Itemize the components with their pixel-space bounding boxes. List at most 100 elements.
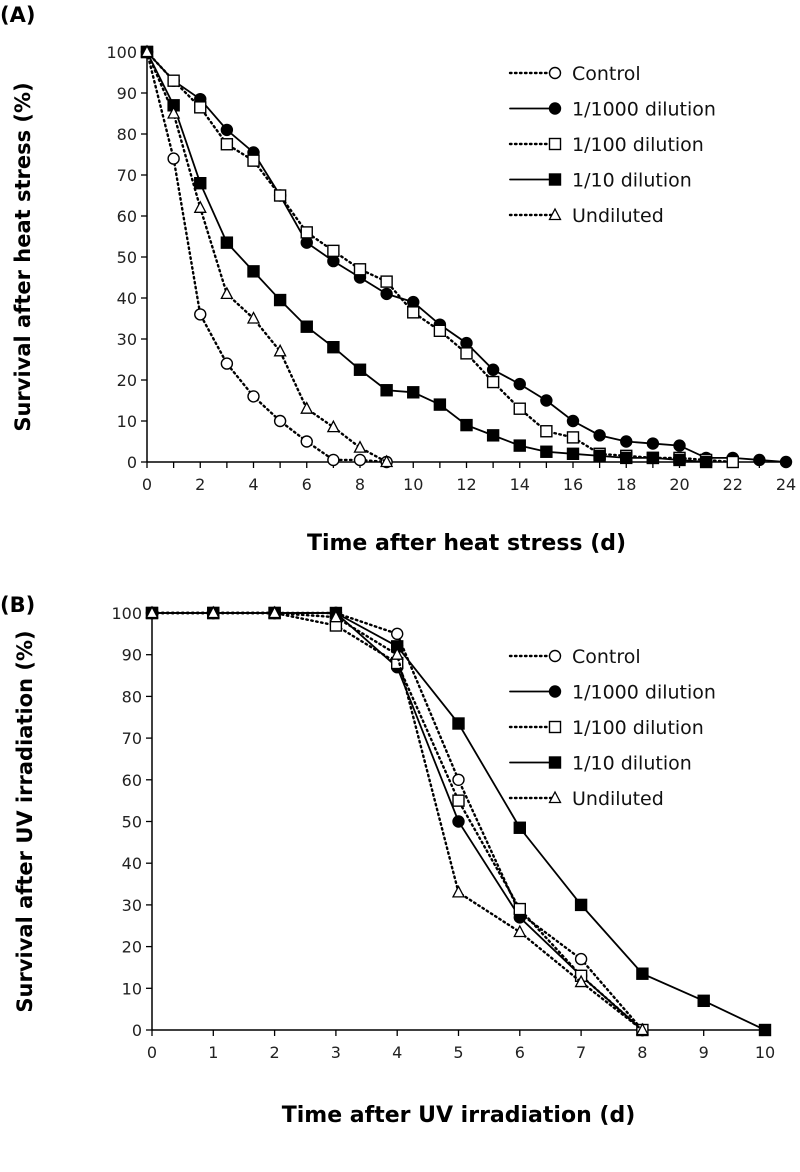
x-tick-label: 14 — [510, 475, 530, 494]
marker-circle-open — [220, 357, 234, 370]
y-tick-label: 100 — [111, 604, 142, 623]
legend-label: 1/1000 dilution — [572, 682, 716, 704]
marker-square-filled — [433, 398, 447, 411]
marker-circle-filled — [548, 685, 562, 698]
y-tick-label: 30 — [122, 896, 142, 915]
marker-square-filled — [593, 449, 606, 463]
y-tick-label: 100 — [106, 43, 137, 62]
marker-circle-open — [247, 390, 260, 403]
marker-square-open — [300, 226, 313, 239]
marker-circle-filled — [779, 455, 793, 469]
marker-square-filled — [273, 293, 287, 307]
marker-square-filled — [673, 453, 686, 467]
y-tick-label: 40 — [117, 289, 137, 308]
panel-label: (A) — [0, 3, 35, 27]
marker-square-open — [167, 74, 180, 87]
marker-square-open — [548, 137, 562, 151]
y-tick-label: 50 — [117, 248, 137, 267]
x-tick-label: 8 — [637, 1043, 647, 1062]
marker-square-filled — [247, 265, 260, 278]
series-line — [150, 611, 644, 1032]
legend-label: 1/10 dilution — [572, 170, 692, 192]
marker-triangle-open — [273, 343, 287, 357]
marker-triangle-open — [326, 419, 340, 433]
series-line — [145, 50, 388, 464]
marker-square-filled — [636, 967, 649, 980]
marker-square-filled — [327, 341, 340, 354]
legend-label: Undiluted — [572, 205, 664, 227]
marker-triangle-open — [451, 884, 466, 898]
series-4 — [140, 44, 394, 468]
marker-circle-filled — [548, 102, 562, 115]
series-line — [150, 611, 644, 1032]
x-tick-label: 7 — [576, 1043, 586, 1062]
marker-circle-filled — [673, 439, 686, 452]
marker-square-filled — [486, 429, 500, 442]
marker-square-filled — [646, 451, 660, 465]
marker-circle-filled — [407, 295, 420, 309]
marker-square-filled — [194, 176, 207, 190]
marker-circle-open — [548, 649, 562, 663]
x-tick-label: 8 — [355, 475, 365, 494]
legend-item: 1/100 dilution — [508, 717, 704, 739]
marker-triangle-open — [246, 311, 261, 324]
x-tick-label: 0 — [147, 1043, 157, 1062]
y-tick-label: 20 — [122, 938, 142, 957]
marker-triangle-open — [513, 924, 527, 938]
y-tick-label: 20 — [117, 371, 137, 390]
x-tick-label: 16 — [563, 475, 583, 494]
marker-square-filled — [697, 994, 710, 1008]
marker-triangle-open — [206, 605, 220, 619]
series-line — [146, 51, 708, 463]
marker-circle-filled — [540, 394, 553, 407]
legend-item: 1/100 dilution — [508, 134, 704, 156]
marker-triangle-open — [353, 440, 367, 453]
legend-item: 1/1000 dilution — [509, 682, 716, 704]
x-tick-label: 24 — [776, 475, 796, 494]
x-tick-label: 0 — [142, 475, 152, 494]
y-tick-label: 80 — [122, 687, 142, 706]
x-axis-label: Time after UV irradiation (d) — [282, 1103, 636, 1128]
marker-square-filled — [452, 717, 465, 730]
marker-square-filled — [513, 439, 526, 452]
marker-triangle-open — [193, 200, 207, 213]
x-tick-label: 22 — [723, 475, 743, 494]
series-4 — [145, 605, 649, 1036]
marker-circle-filled — [753, 453, 766, 467]
legend-label: Control — [572, 63, 641, 85]
marker-circle-open — [452, 773, 465, 786]
series-1 — [145, 606, 649, 1037]
marker-circle-open — [574, 952, 588, 966]
marker-circle-filled — [486, 363, 500, 376]
marker-square-filled — [460, 418, 473, 432]
series-line — [151, 612, 644, 1031]
marker-triangle-open — [300, 401, 314, 414]
y-tick-label: 70 — [117, 166, 137, 185]
marker-triangle-open — [390, 647, 404, 660]
marker-circle-open — [300, 435, 313, 448]
x-axis-label: Time after heat stress (d) — [307, 531, 626, 556]
y-tick-label: 80 — [117, 125, 137, 144]
marker-circle-filled — [380, 287, 393, 301]
marker-square-open — [220, 138, 234, 151]
marker-circle-filled — [620, 435, 633, 448]
marker-square-open — [452, 794, 465, 807]
marker-triangle-open — [268, 605, 282, 619]
marker-circle-open — [327, 453, 340, 467]
legend-label: Undiluted — [572, 788, 664, 810]
series-line — [145, 50, 388, 464]
x-tick-label: 10 — [403, 475, 423, 494]
marker-circle-filled — [452, 815, 465, 828]
x-tick-label: 12 — [456, 475, 476, 494]
marker-square-open — [273, 189, 287, 202]
marker-square-filled — [566, 447, 580, 460]
x-tick-label: 4 — [392, 1043, 402, 1062]
marker-square-open — [247, 154, 260, 167]
marker-square-open — [566, 431, 580, 444]
marker-triangle-open — [145, 605, 159, 619]
marker-square-filled — [620, 451, 633, 465]
x-tick-label: 20 — [669, 475, 689, 494]
marker-triangle-open — [574, 974, 588, 988]
legend-label: 1/100 dilution — [572, 717, 704, 739]
